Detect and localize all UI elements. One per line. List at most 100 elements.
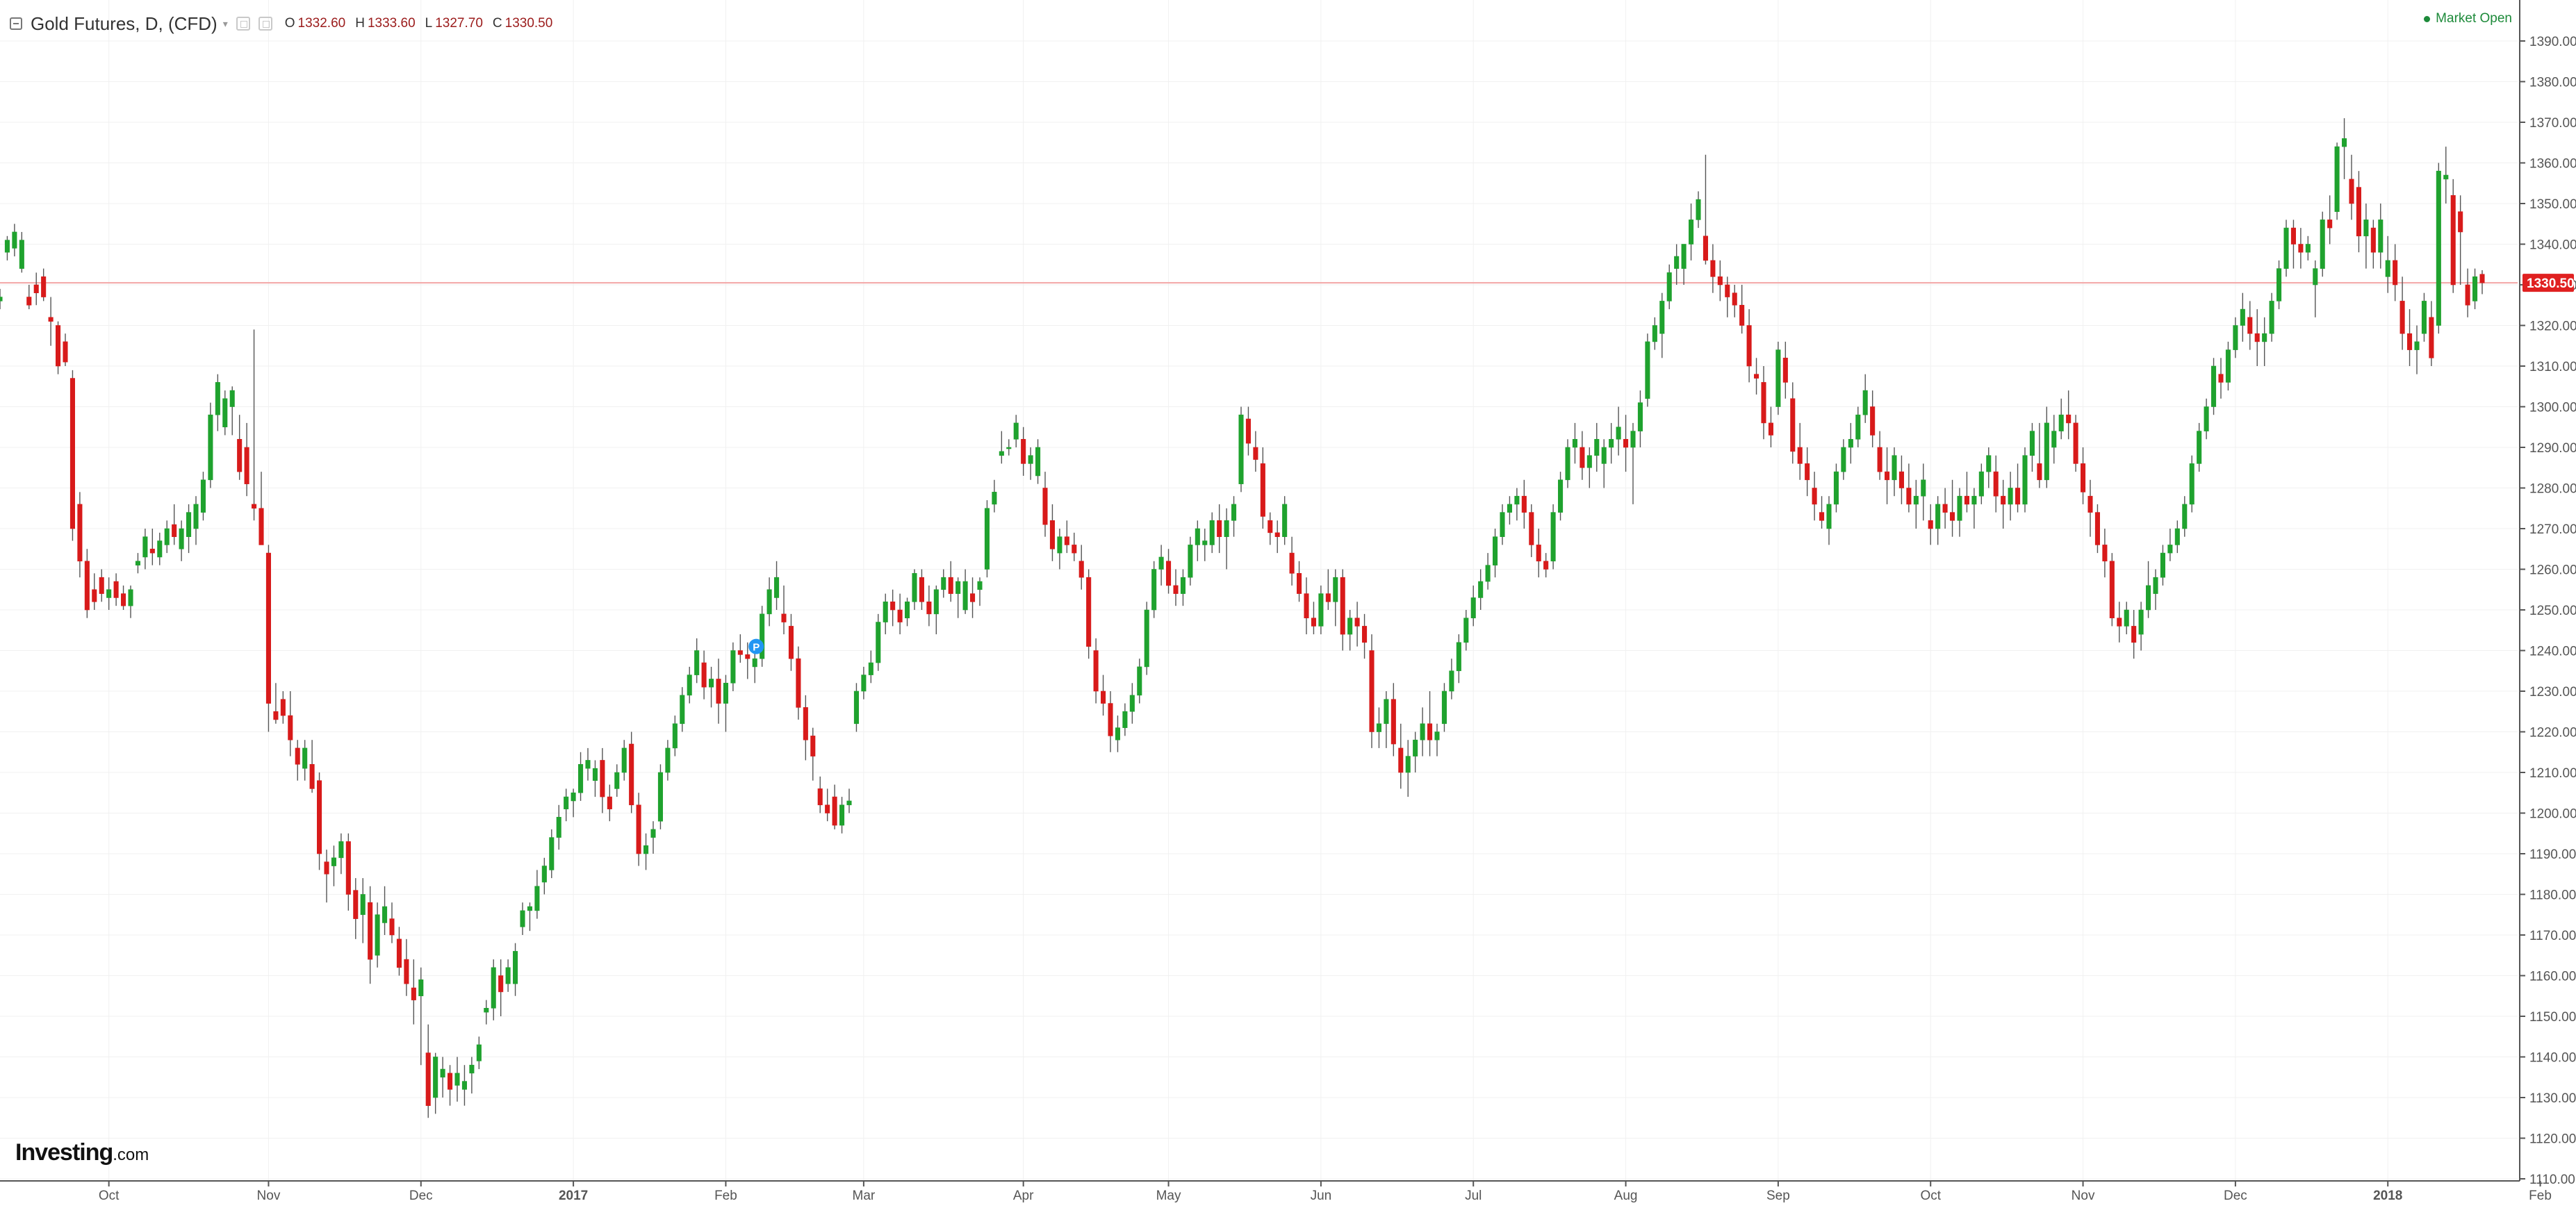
candle-up[interactable] [1420,707,1425,756]
candle-up[interactable] [1913,479,1919,529]
candle-up[interactable] [2022,447,2028,513]
candle-down[interactable] [1325,569,1331,611]
candle-up[interactable] [730,642,736,691]
candle-up[interactable] [846,788,852,813]
candle-up[interactable] [1637,390,1643,447]
candle-down[interactable] [1529,504,1534,557]
candle-up[interactable] [1986,447,1992,488]
candle-up[interactable] [876,613,881,671]
candle-down[interactable] [2131,610,2137,659]
candle-up[interactable] [2189,455,2194,513]
candle-up[interactable] [774,561,780,610]
candle-up[interactable] [2138,602,2144,651]
candle-down[interactable] [353,878,359,939]
candle-up[interactable] [933,585,939,635]
candle-up[interactable] [1775,341,1781,415]
candle-up[interactable] [1485,553,1491,590]
candle-up[interactable] [2167,529,2173,561]
candle-up[interactable] [229,386,235,436]
candle-up[interactable] [1013,415,1019,447]
candle-down[interactable] [99,569,104,602]
candle-up[interactable] [1507,496,1512,525]
candle-up[interactable] [142,529,148,570]
candle-up[interactable] [1202,529,1208,561]
candle-down[interactable] [1049,504,1055,561]
candle-down[interactable] [56,321,61,374]
candle-down[interactable] [2073,415,2078,472]
candle-up[interactable] [1035,439,1041,484]
candle-up[interactable] [2160,545,2165,586]
candle-down[interactable] [2327,195,2333,245]
candle-down[interactable] [172,504,177,545]
candle-down[interactable] [948,561,953,602]
candle-down[interactable] [1042,472,1048,537]
candle-down[interactable] [803,695,808,761]
candle-down[interactable] [389,902,395,943]
candle-up[interactable] [1434,723,1440,756]
candle-down[interactable] [265,545,271,732]
candle-up[interactable] [128,585,133,618]
candle-down[interactable] [970,577,976,618]
candle-up[interactable] [433,1052,438,1114]
candle-up[interactable] [861,666,867,700]
candle-up[interactable] [694,638,700,684]
candle-up[interactable] [1195,520,1200,561]
candle-down[interactable] [2081,447,2086,504]
candle-up[interactable] [984,500,990,578]
candle-down[interactable] [919,569,924,611]
candle-up[interactable] [1231,496,1237,537]
candle-up[interactable] [135,553,140,574]
candle-up[interactable] [1028,447,1033,480]
candle-down[interactable] [33,272,39,306]
candle-up[interactable] [2283,220,2289,277]
candle-down[interactable] [1536,529,1541,578]
candle-up[interactable] [2008,472,2013,521]
candle-up[interactable] [1666,264,1672,310]
candle-up[interactable] [469,1057,475,1094]
candle-down[interactable] [1703,154,1708,265]
candle-up[interactable] [1971,488,1977,529]
candle-down[interactable] [113,573,119,606]
candle-up[interactable] [977,577,983,606]
candle-down[interactable] [1812,472,1817,521]
candle-up[interactable] [1689,204,1694,260]
candle-down[interactable] [1870,390,1876,447]
candle-up[interactable] [556,804,561,850]
candle-up[interactable] [1550,504,1556,570]
candle-down[interactable] [1782,341,1788,399]
candle-down[interactable] [1311,602,1316,635]
candle-up[interactable] [2269,292,2274,342]
candle-down[interactable] [1746,309,1752,383]
candle-down[interactable] [2393,244,2398,301]
candle-up[interactable] [2146,561,2151,618]
candle-down[interactable] [1754,358,1759,395]
candle-down[interactable] [1993,455,1999,513]
candle-up[interactable] [331,845,336,886]
candle-down[interactable] [1101,675,1106,716]
candle-up[interactable] [760,606,765,667]
symbol-title[interactable]: Gold Futures, D, (CFD) [31,13,218,34]
candle-up[interactable] [1129,683,1135,724]
candle-up[interactable] [1318,585,1324,635]
candle-up[interactable] [1514,488,1520,521]
candle-down[interactable] [26,285,32,310]
candle-down[interactable] [1253,431,1258,472]
candle-down[interactable] [1761,366,1766,440]
candle-down[interactable] [2001,479,2006,529]
candle-up[interactable] [1594,422,1600,472]
candle-down[interactable] [1173,569,1179,606]
candle-up[interactable] [962,569,968,614]
candle-up[interactable] [164,520,170,554]
candle-up[interactable] [687,666,692,704]
candle-up[interactable] [999,431,1004,464]
candle-up[interactable] [2044,406,2049,488]
candle-up[interactable] [208,402,213,488]
candle-up[interactable] [1122,703,1128,736]
candle-down[interactable] [1717,260,1723,301]
candle-down[interactable] [745,642,750,679]
candle-down[interactable] [1398,723,1404,789]
candle-down[interactable] [832,784,837,829]
candle-down[interactable] [1797,422,1803,480]
candle-up[interactable] [941,569,946,598]
candle-down[interactable] [498,959,504,1016]
